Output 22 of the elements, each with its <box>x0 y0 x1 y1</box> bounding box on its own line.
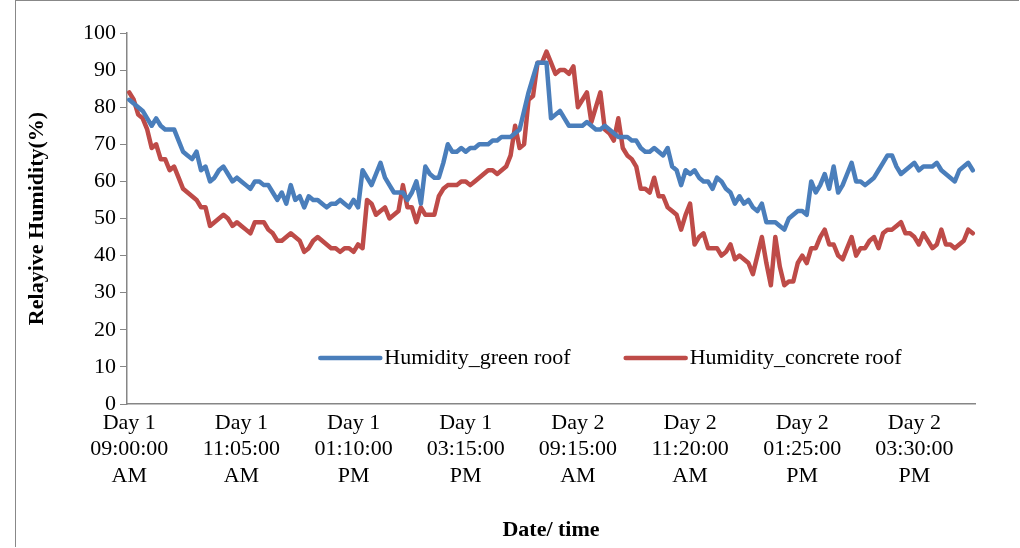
y-tick-label: 40 <box>94 241 116 267</box>
x-tick-label: Day 2 11:20:00 AM <box>651 408 729 487</box>
y-tick-label: 70 <box>94 130 116 156</box>
x-tick-label: Day 2 09:15:00 AM <box>538 408 618 487</box>
x-axis-title: Date/ time <box>502 516 600 542</box>
y-tick-label: 100 <box>83 18 116 44</box>
x-tick-label: Day 1 11:05:00 AM <box>202 408 281 487</box>
y-tick-label: 60 <box>94 167 116 193</box>
y-tick-label: 0 <box>105 389 116 415</box>
y-tick-label: 50 <box>94 204 116 230</box>
y-tick-label: 20 <box>94 315 116 341</box>
y-tick-label: 30 <box>94 278 116 304</box>
y-tick-label: 10 <box>94 352 116 378</box>
x-tick-label: Day 2 01:25:00 PM <box>763 408 842 487</box>
x-tick-label: Day 1 03:15:00 PM <box>426 408 505 487</box>
y-tick-label: 80 <box>94 92 116 118</box>
x-tick-label: Day 2 03:30:00 PM <box>875 408 954 487</box>
legend-label: Humidity_concrete roof <box>689 343 903 369</box>
y-tick-label: 90 <box>94 55 116 81</box>
x-tick-label: Day 1 01:10:00 PM <box>314 408 393 487</box>
y-axis-title: Relayive Humidity(%) <box>22 111 48 326</box>
legend-label: Humidity_green roof <box>384 343 572 369</box>
